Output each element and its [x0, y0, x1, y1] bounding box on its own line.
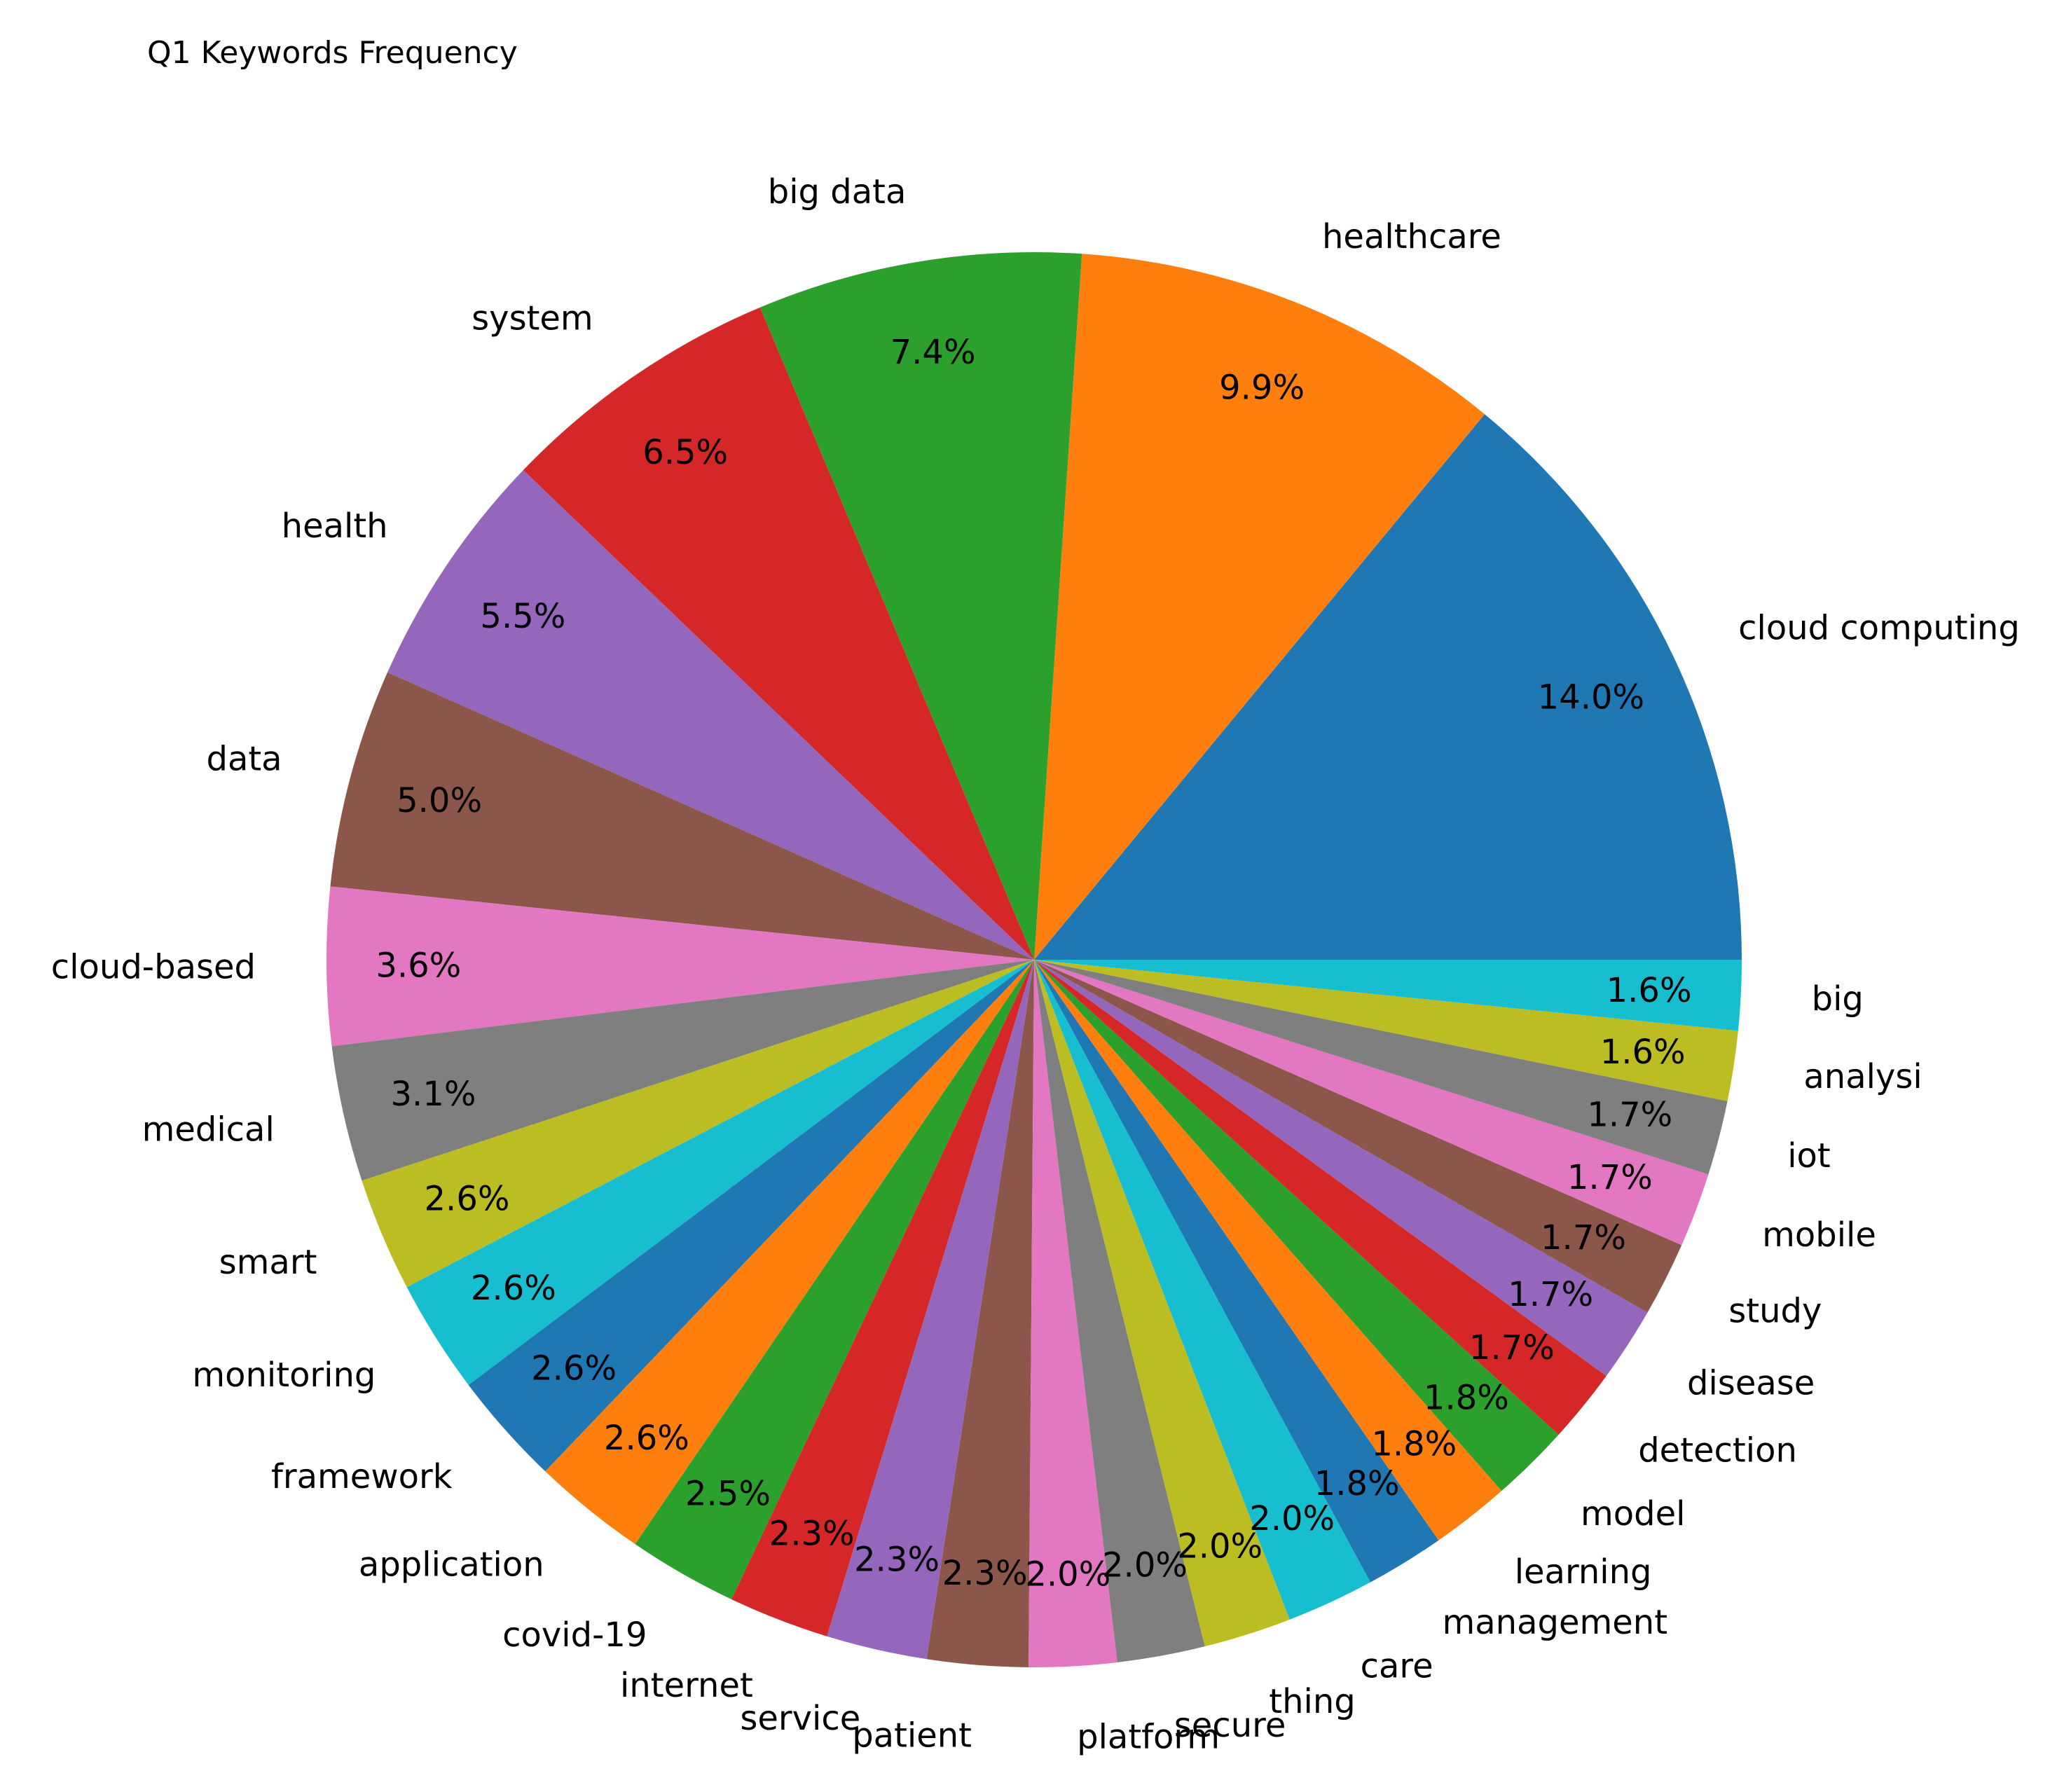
pie-slice-disease	[1034, 960, 1648, 1377]
pie-slices	[326, 252, 1742, 1668]
slice-label-big-data: big data	[768, 172, 907, 212]
slice-label-internet: internet	[620, 1666, 753, 1705]
pie-slice-medical	[331, 960, 1035, 1181]
slice-label-big: big	[1812, 979, 1864, 1019]
pie-slice-monitoring	[406, 960, 1034, 1385]
pct-label-platform: 2.0%	[1025, 1555, 1110, 1594]
pct-label-learning: 1.8%	[1371, 1424, 1457, 1463]
pie-percentage-labels: 14.0% 9.9% 7.4% 6.5% 5.5% 5.0% 3.6% 3.1% 2.6% 2.6…	[376, 333, 1691, 1594]
pct-label-detection: 1.7%	[1469, 1328, 1555, 1367]
slice-label-model: model	[1581, 1494, 1685, 1533]
pie-slice-management	[1034, 960, 1439, 1583]
pct-label-covid-19: 2.5%	[685, 1474, 771, 1513]
slice-label-data: data	[206, 739, 282, 778]
slice-label-iot: iot	[1787, 1136, 1831, 1176]
pct-label-health: 5.5%	[480, 597, 565, 636]
pie-slice-big-data	[759, 252, 1082, 960]
pct-label-iot: 1.7%	[1587, 1095, 1672, 1134]
pie-slice-platform	[1029, 960, 1117, 1668]
pie-slice-mobile	[1034, 960, 1709, 1246]
pie-slice-covid-19	[635, 960, 1034, 1600]
pct-label-model: 1.8%	[1424, 1379, 1509, 1418]
pie-slice-healthcare	[1034, 254, 1485, 960]
slice-label-medical: medical	[142, 1110, 275, 1150]
pie-slice-application	[545, 960, 1034, 1545]
pct-label-care: 2.0%	[1249, 1499, 1335, 1538]
pie-slice-smart	[362, 960, 1034, 1288]
slice-label-management: management	[1443, 1603, 1668, 1642]
chart-title: Q1 Keywords Frequency	[147, 35, 518, 71]
slice-label-health: health	[282, 506, 388, 546]
pie-slice-service	[827, 960, 1034, 1660]
slice-label-system: system	[472, 298, 593, 338]
pie-slice-framework	[468, 960, 1034, 1472]
slice-label-smart: smart	[219, 1243, 317, 1282]
pie-slice-patient	[926, 960, 1034, 1667]
pct-label-cloud-computing: 14.0%	[1538, 678, 1644, 717]
slice-label-mobile: mobile	[1762, 1215, 1876, 1255]
pct-label-secure: 2.0%	[1102, 1545, 1188, 1585]
slice-label-learning: learning	[1515, 1552, 1652, 1592]
slice-label-covid-19: covid-19	[502, 1615, 647, 1655]
pie-slice-model	[1034, 960, 1559, 1491]
slice-label-platform: platform	[1077, 1717, 1220, 1756]
slice-label-patient: patient	[852, 1716, 972, 1755]
pie-slice-analysi	[1034, 960, 1738, 1101]
pct-label-cloud-based: 3.6%	[376, 946, 461, 985]
slice-label-monitoring: monitoring	[192, 1356, 376, 1395]
slice-label-cloud-based: cloud-based	[51, 948, 256, 987]
pct-label-healthcare: 9.9%	[1219, 368, 1305, 408]
pct-label-smart: 2.6%	[425, 1180, 510, 1219]
pct-label-framework: 2.6%	[531, 1349, 617, 1388]
pie-slice-health	[387, 470, 1034, 960]
pie-slice-iot	[1034, 960, 1728, 1175]
slice-label-disease: disease	[1687, 1364, 1815, 1403]
slice-label-service: service	[740, 1699, 860, 1738]
pie-slice-big	[1034, 960, 1742, 1031]
pie-slice-study	[1034, 960, 1682, 1313]
pct-label-monitoring: 2.6%	[471, 1269, 556, 1308]
pct-label-internet: 2.3%	[769, 1514, 855, 1553]
slice-label-application: application	[359, 1545, 544, 1584]
slice-label-secure: secure	[1174, 1706, 1286, 1745]
pct-label-data: 5.0%	[397, 781, 482, 820]
slice-label-care: care	[1361, 1647, 1433, 1686]
pie-slice-care	[1034, 960, 1371, 1620]
slice-label-study: study	[1728, 1292, 1822, 1331]
pct-label-system: 6.5%	[642, 433, 728, 472]
pie-slice-system	[523, 307, 1034, 960]
pct-label-management: 1.8%	[1314, 1464, 1400, 1503]
pct-label-application: 2.6%	[604, 1419, 689, 1458]
pct-label-mobile: 1.7%	[1567, 1158, 1653, 1197]
pct-label-thing: 2.0%	[1177, 1527, 1263, 1566]
pie-slice-secure	[1034, 960, 1205, 1662]
pie-slice-detection	[1034, 960, 1607, 1435]
slice-label-analysi: analysi	[1803, 1057, 1922, 1096]
pct-label-service: 2.3%	[854, 1541, 940, 1580]
slice-label-cloud-computing: cloud computing	[1738, 609, 2020, 648]
slice-label-detection: detection	[1638, 1431, 1797, 1470]
pct-label-medical: 3.1%	[391, 1075, 476, 1114]
slice-label-healthcare: healthcare	[1322, 217, 1501, 256]
slice-label-framework: framework	[271, 1457, 453, 1496]
pie-slice-thing	[1034, 960, 1290, 1647]
slice-label-thing: thing	[1269, 1682, 1355, 1721]
pie-slice-learning	[1034, 960, 1502, 1541]
pct-label-big-data: 7.4%	[890, 333, 976, 372]
pct-label-big: 1.6%	[1607, 971, 1692, 1010]
pct-label-disease: 1.7%	[1508, 1275, 1593, 1314]
pie-slice-internet	[731, 960, 1034, 1636]
pie-slice-cloud-computing	[1034, 414, 1742, 960]
pct-label-analysi: 1.6%	[1600, 1033, 1686, 1072]
pct-label-patient: 2.3%	[942, 1554, 1028, 1593]
pct-label-study: 1.7%	[1541, 1218, 1626, 1257]
pie-slice-data	[330, 672, 1034, 960]
pie-slice-cloud-based	[326, 886, 1034, 1047]
